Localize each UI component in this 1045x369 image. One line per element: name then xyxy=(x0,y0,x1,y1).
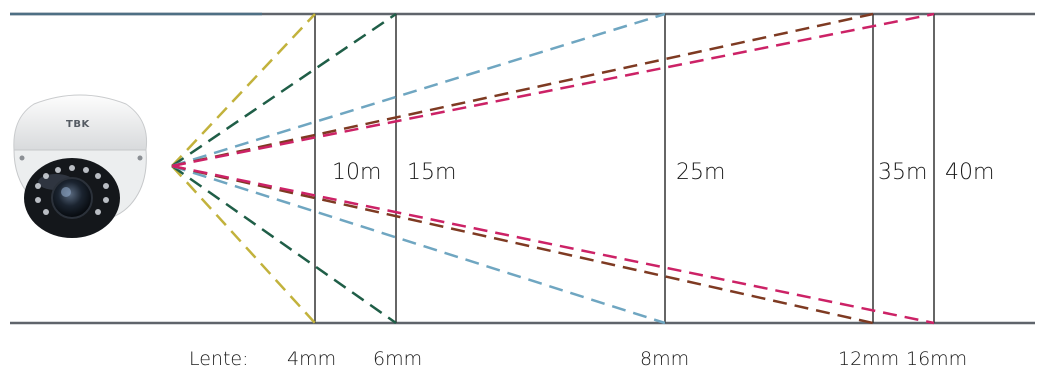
lens-label-8mm: 8mm xyxy=(640,348,689,369)
camera-screw-right xyxy=(137,155,143,161)
lens-label-12mm: 12mm xyxy=(838,348,899,369)
fov-edge-bottom-6mm xyxy=(171,164,397,325)
distance-label-25m: 25m xyxy=(676,160,725,185)
lens-label-4mm: 4mm xyxy=(287,348,336,369)
fov-edge-top-16mm xyxy=(171,12,935,168)
distance-label-10m: 10m xyxy=(332,160,381,185)
lens-prefix-label: Lente: xyxy=(189,348,249,369)
fov-cones xyxy=(171,12,935,325)
distance-label-35m: 35m xyxy=(878,160,927,185)
ir-led-ring xyxy=(35,165,109,215)
fov-edge-bottom-8mm xyxy=(171,164,666,325)
distance-label-15m: 15m xyxy=(407,160,456,185)
lens-label-6mm: 6mm xyxy=(373,348,422,369)
distance-labels: 10m 15m 25m 35m 40m xyxy=(332,160,994,185)
lens-labels: Lente: 4mm 6mm 8mm 12mm 16mm xyxy=(189,348,967,369)
camera-base xyxy=(13,94,148,151)
fov-edge-top-12mm xyxy=(171,12,874,168)
reference-lines xyxy=(10,12,1035,325)
fov-edge-bottom-12mm xyxy=(171,164,874,325)
dome-camera-icon: TBK xyxy=(13,94,148,238)
fov-edge-top-4mm xyxy=(171,13,316,167)
distance-label-40m: 40m xyxy=(945,160,994,185)
lens-label-16mm: 16mm xyxy=(906,348,967,369)
camera-brand-label: TBK xyxy=(66,119,90,130)
fov-edge-top-8mm xyxy=(171,12,666,168)
distance-markers xyxy=(314,14,935,323)
camera-screw-left xyxy=(19,155,25,161)
fov-edge-top-6mm xyxy=(171,12,397,168)
lens-glint xyxy=(61,187,71,197)
camera-lens xyxy=(51,177,93,219)
fov-edge-bottom-16mm xyxy=(171,164,935,325)
fov-edge-bottom-4mm xyxy=(171,165,316,324)
